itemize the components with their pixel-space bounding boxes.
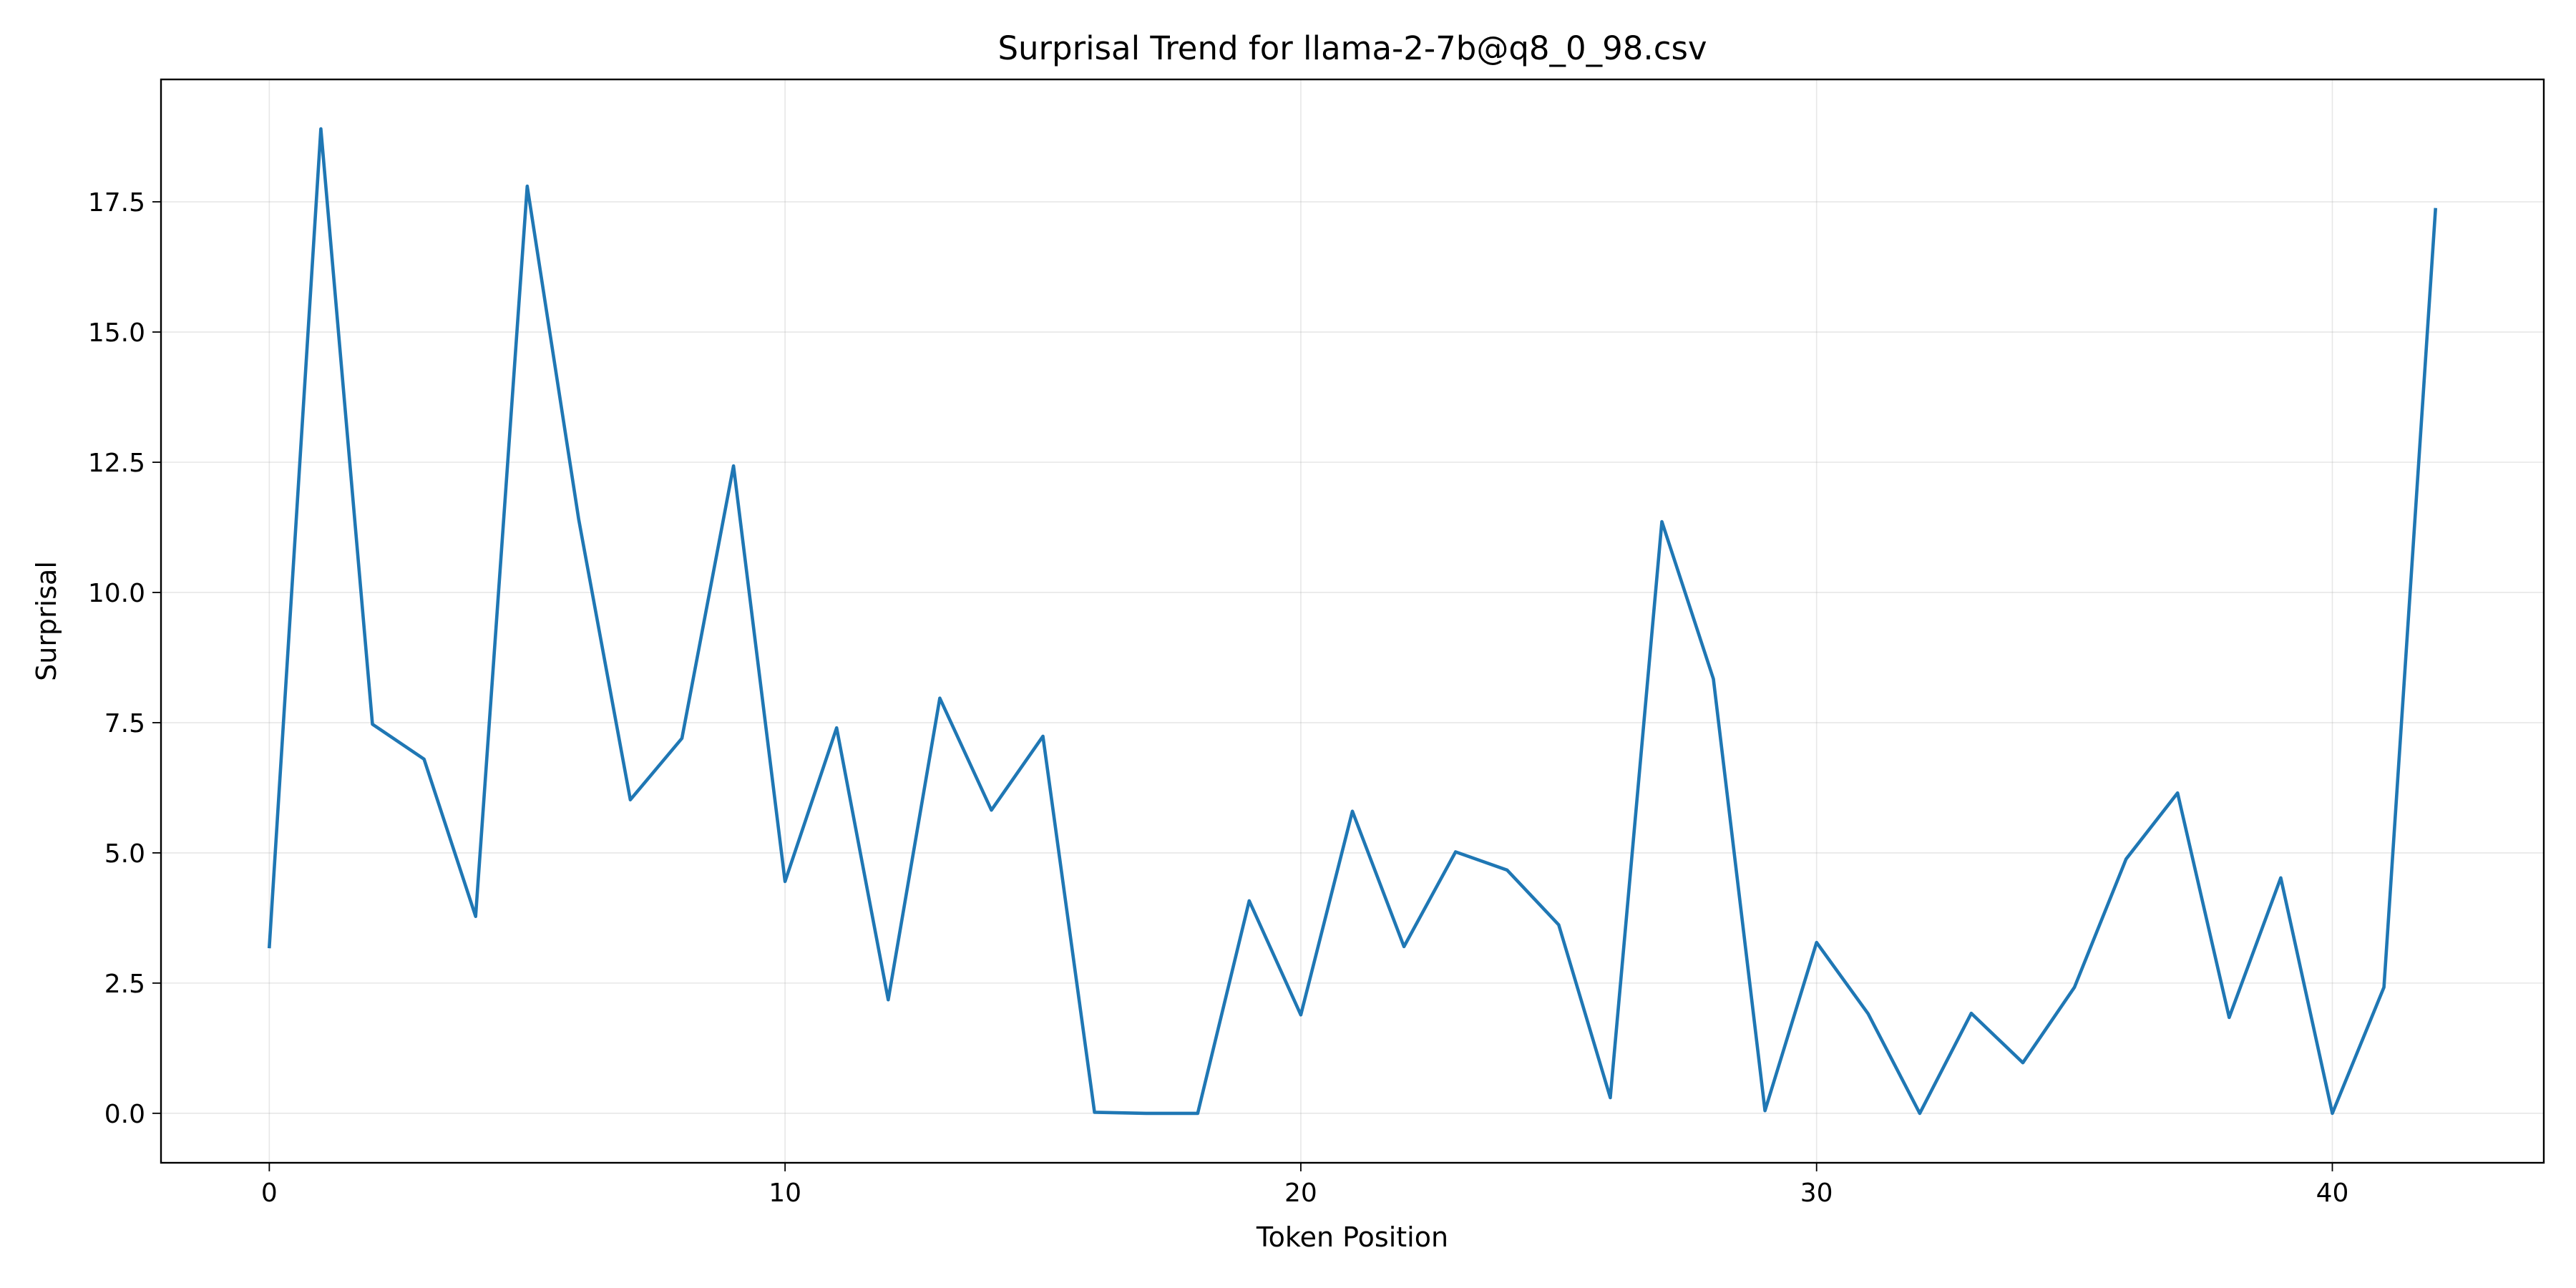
ticks-layer: 0 10 20 30 40 0.0 2.5 5.0 7.5 10.0 12.5 15.0 17.5 <box>88 188 2349 1208</box>
x-tick-label: 10 <box>769 1179 801 1208</box>
y-tick-label: 5.0 <box>104 839 145 869</box>
x-tick-label: 0 <box>261 1179 278 1208</box>
y-axis-label: Surprisal <box>31 561 62 681</box>
x-tick-label: 40 <box>2316 1179 2349 1208</box>
x-axis-label: Token Position <box>1256 1221 1448 1253</box>
y-tick-label: 10.0 <box>88 579 145 608</box>
x-tick-label: 20 <box>1284 1179 1317 1208</box>
y-tick-label: 15.0 <box>88 318 145 348</box>
y-tick-label: 0.0 <box>104 1100 145 1129</box>
grid-layer <box>161 79 2544 1163</box>
plot-frame <box>160 78 2545 1164</box>
x-tick-label: 30 <box>1800 1179 1833 1208</box>
y-tick-label: 17.5 <box>88 188 145 218</box>
y-tick-label: 12.5 <box>88 449 145 478</box>
y-tick-label: 2.5 <box>104 970 145 999</box>
surprisal-series-line <box>267 127 2438 1116</box>
y-tick-label: 7.5 <box>104 709 145 738</box>
chart-title: Surprisal Trend for llama-2-7b@q8_0_98.c… <box>997 29 1707 67</box>
series-layer <box>267 127 2438 1116</box>
